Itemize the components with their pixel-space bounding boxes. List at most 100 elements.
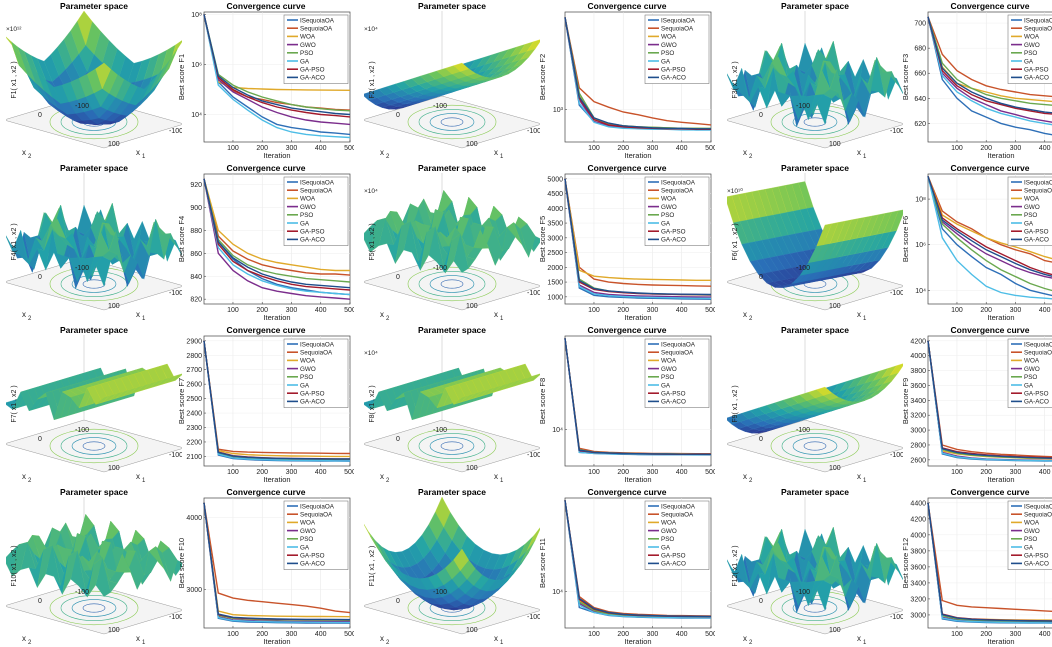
x1-axis-label: x <box>494 472 498 481</box>
x1-axis-label: x <box>857 148 861 157</box>
legend-entry: GA <box>661 382 671 389</box>
x2-axis-label: x <box>380 310 384 319</box>
legend-entry: PSO <box>661 536 674 543</box>
series-line-ga-pso <box>927 176 1052 276</box>
x2-axis-label: x <box>380 148 384 157</box>
legend-entry: WOA <box>661 520 677 527</box>
legend-entry: GWO <box>661 204 677 211</box>
x1-axis-label: x <box>136 148 140 157</box>
y-axis-label: Best score F11 <box>539 538 547 588</box>
floor-contour <box>429 437 475 455</box>
convergence-plot: 100200300400500Iteration2600280030003200… <box>902 335 1052 484</box>
surface-title: Parameter space <box>417 1 487 11</box>
floor-contour <box>803 441 827 451</box>
legend-entry: GA <box>1024 220 1034 227</box>
y-tick-label: 2600 <box>186 382 202 389</box>
legend-entry: GA-PSO <box>300 229 325 236</box>
legend-entry: GA-ACO <box>300 399 325 406</box>
x-tick-label: -100 <box>169 128 182 135</box>
x-tick-label: 100 <box>108 141 120 148</box>
z-exponent-label: ×10⁴ <box>364 188 378 195</box>
surface-floor <box>6 581 182 635</box>
x-tick-label: -100 <box>890 290 903 297</box>
y-axis-label: Best score F12 <box>902 538 910 588</box>
x2-axis-label: x <box>743 310 747 319</box>
legend-entry: SequoiaOA <box>661 26 694 33</box>
y-tick-label: 3000 <box>186 587 202 594</box>
x-tick-label: 200 <box>256 469 268 476</box>
legend-entry: WOA <box>661 34 677 41</box>
legend-entry: GWO <box>300 42 316 49</box>
y-axis-label: Best score F8 <box>539 378 547 424</box>
x-tick-label: 500 <box>344 631 354 638</box>
floor-contour <box>792 113 838 131</box>
x2-axis-subscript: 2 <box>749 478 753 484</box>
convergence-panel-f6: Convergence curve100200300400500Iteratio… <box>902 162 1052 323</box>
x-tick-label: 100 <box>951 631 963 638</box>
legend-entry: GA-ACO <box>661 75 686 82</box>
legend-entry: GA-ACO <box>300 75 325 82</box>
y-tick-label: 700 <box>914 21 926 28</box>
z-exponent-label: ×10¹² <box>6 26 22 33</box>
series-line-ga-aco <box>203 178 351 289</box>
z-exponent-label: ×10¹⁰ <box>727 187 743 195</box>
series-line-sequoiaoa <box>564 17 712 126</box>
legend-entry: ISequoiaOA <box>1024 179 1052 186</box>
legend-box <box>283 500 349 570</box>
x-axis-label: Iteration <box>987 151 1014 160</box>
y-tick-label: 3500 <box>547 221 563 228</box>
x-tick-label: 100 <box>227 145 239 152</box>
y-tick-label: 3800 <box>910 368 926 375</box>
x1-axis-subscript: 1 <box>500 154 504 160</box>
legend-entry: GA-PSO <box>300 67 325 74</box>
y-axis-label: Best score F2 <box>539 54 547 100</box>
series-line-ga <box>203 178 351 296</box>
legend-entry: PSO <box>300 374 313 381</box>
legend-entry: ISequoiaOA <box>300 341 335 348</box>
z-axis-label: F10( x1 , x2 ) <box>11 545 18 586</box>
series-line-ga-pso <box>203 178 351 291</box>
legend-entry: GA-PSO <box>661 229 686 236</box>
y-tick-label: 1000 <box>547 294 563 301</box>
y-tick-label: 0 <box>759 598 763 605</box>
surface-patch <box>95 256 111 287</box>
y-tick-label: 900 <box>190 205 202 212</box>
y-tick-label: 3200 <box>910 596 926 603</box>
y-axis-label: Best score F6 <box>902 216 910 262</box>
y-tick-label: 660 <box>914 71 926 78</box>
convergence-panel-f11: Convergence curve 100 200 300 400 500 Iteratio… <box>539 486 715 647</box>
x2-axis-label: x <box>22 148 26 157</box>
y-axis-label: Best score F10 <box>178 538 186 588</box>
legend-entry: PSO <box>300 50 313 57</box>
y-tick-label: -100 <box>796 427 810 434</box>
x-tick-label: -100 <box>527 614 540 621</box>
legend-entry: ISequoiaOA <box>661 179 696 186</box>
surface-plot: 450050005500F12( x1 , x2 )1000-100-10010… <box>727 497 903 646</box>
x-tick-label: 300 <box>647 307 659 314</box>
series-line-sequoiaoa <box>927 340 1052 458</box>
series-line-ga-aco <box>927 340 1052 459</box>
x1-axis-label: x <box>857 472 861 481</box>
floor-contour <box>429 275 475 293</box>
y-tick-label: 2500 <box>547 250 563 257</box>
x-tick-label: 100 <box>108 465 120 472</box>
x2-axis-subscript: 2 <box>386 316 390 322</box>
legend-entry: ISequoiaOA <box>300 179 335 186</box>
legend-entry: GWO <box>1024 204 1040 211</box>
floor-contour <box>71 437 117 455</box>
legend-entry: GA-ACO <box>1024 75 1049 82</box>
floor-contour <box>440 441 464 451</box>
y-tick-label: 0 <box>759 112 763 119</box>
surface-floor <box>6 257 182 311</box>
y-axis-label: Best score F1 <box>178 54 186 100</box>
legend-entry: SequoiaOA <box>300 26 333 33</box>
convergence-title: Convergence curve <box>950 1 1030 11</box>
x2-axis-subscript: 2 <box>386 154 390 160</box>
surface-title: Parameter space <box>59 325 129 335</box>
y-tick-label: 10⁸ <box>191 12 202 19</box>
surface-patch <box>453 233 469 273</box>
z-axis-label: F3( x1 , x2 ) <box>732 61 739 98</box>
x1-axis-label: x <box>136 472 140 481</box>
